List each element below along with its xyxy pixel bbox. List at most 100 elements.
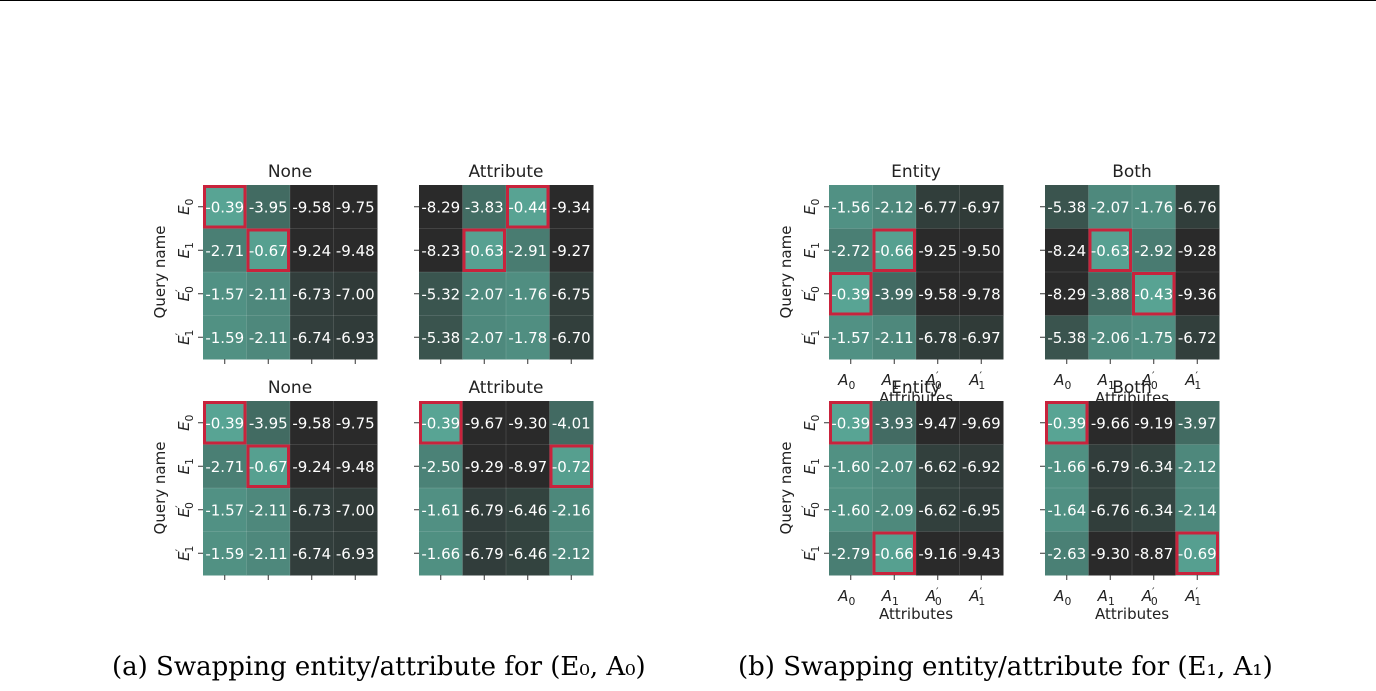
cell-label: -9.69 [962, 414, 1001, 432]
heatmap-cell [1045, 272, 1089, 316]
cell-label: -2.63 [1047, 545, 1086, 563]
heatmap-cell [506, 272, 550, 316]
cell-label: -6.46 [508, 545, 547, 563]
cell-label: -3.95 [249, 198, 288, 216]
y-tick-label: E1 [801, 458, 822, 474]
cell-label: -6.79 [1091, 458, 1130, 476]
cell-label: -6.74 [292, 545, 331, 563]
heatmap-cell [872, 488, 917, 532]
cell-label: -2.07 [465, 329, 504, 347]
cell-label: -0.44 [508, 198, 547, 216]
cell-label: -2.12 [552, 545, 591, 563]
x-tick-label: A′ 0 [1141, 370, 1158, 392]
cell-label: -9.30 [1091, 545, 1130, 563]
cell-label: -9.24 [292, 242, 331, 260]
heatmap-cell [290, 185, 334, 229]
heatmap-panel-a-both: Both-5.38 -2.07 -1.76 -6.76-8.24 -0.63 -2.92-… [1040, 162, 1220, 407]
heatmap-cell [959, 531, 1004, 576]
x-tick-label: A′ 0 [1141, 586, 1158, 608]
heatmap-cell [1175, 444, 1220, 489]
heatmap-cell [829, 228, 873, 273]
cell-label: -6.93 [336, 545, 375, 563]
cell-label: -6.79 [465, 545, 504, 563]
cell-label: -9.47 [918, 414, 957, 432]
cell-label: -5.38 [421, 329, 460, 347]
cell-label: -9.48 [336, 242, 375, 260]
heatmap-cell [549, 401, 594, 445]
heatmap-cell [419, 531, 463, 576]
highlight-box [203, 401, 247, 445]
heatmap-cell [1045, 401, 1089, 445]
highlight-box [203, 185, 247, 229]
highlight-box [1045, 401, 1089, 445]
heatmap-cell [506, 228, 550, 273]
cell-label: -6.46 [508, 501, 547, 519]
heatmap-cell [290, 531, 334, 576]
heatmap-cell [829, 444, 873, 489]
heatmap-cell [1132, 401, 1176, 445]
heatmap-cell [290, 228, 334, 273]
heatmap-cell [829, 488, 873, 532]
panel-title: Attribute [468, 378, 543, 398]
heatmap-cell [333, 531, 378, 576]
cell-label: -9.29 [465, 458, 504, 476]
heatmap-cell [203, 444, 247, 489]
cell-label: -6.75 [552, 285, 591, 303]
cell-label: -0.39 [831, 285, 870, 303]
cell-label: -0.63 [1091, 242, 1130, 260]
heatmap-cell [419, 272, 463, 316]
highlight-box [506, 185, 550, 229]
highlight-box [1132, 272, 1176, 316]
heatmap-cell [506, 315, 550, 360]
cell-label: -1.66 [1047, 458, 1086, 476]
cell-label: -1.66 [421, 545, 460, 563]
cell-label: -9.36 [1178, 285, 1217, 303]
y-tick-label: E′1 [174, 546, 196, 561]
y-axis-label: Query name [777, 226, 795, 319]
heatmap-cell [462, 444, 507, 489]
y-tick-label: E1 [801, 242, 822, 258]
heatmap-cell [1088, 401, 1133, 445]
y-tick-label: E′0 [800, 286, 822, 301]
cell-label: -2.79 [831, 545, 870, 563]
heatmap-cell [203, 488, 247, 532]
cell-label: -2.91 [508, 242, 547, 260]
cell-label: -6.62 [918, 458, 957, 476]
heatmap-cell [290, 272, 334, 316]
heatmap-cell [1132, 531, 1176, 576]
cell-label: -9.16 [918, 545, 957, 563]
cell-label: -9.67 [465, 414, 504, 432]
cell-label: -6.95 [962, 501, 1001, 519]
panel-title: Attribute [468, 162, 543, 182]
cell-label: -2.50 [421, 458, 460, 476]
x-tick-label: A1 [1097, 371, 1115, 392]
x-axis-label: Attributes [879, 605, 953, 623]
heatmap-cell [462, 272, 507, 316]
y-axis-label: Query name [151, 226, 169, 319]
cell-label: -1.76 [508, 285, 547, 303]
heatmap-cell [916, 401, 960, 445]
cell-label: -0.67 [249, 242, 288, 260]
cell-label: -7.00 [336, 285, 375, 303]
heatmap-cell [1088, 315, 1133, 360]
heatmap-cell [333, 228, 378, 273]
heatmap-cell [549, 488, 594, 532]
cell-label: -9.75 [336, 198, 375, 216]
heatmap-cell [203, 401, 247, 445]
y-tick-label: E′0 [174, 502, 196, 517]
heatmap-panel-a-entity: Entity -1.56 -2.12 -6.77 -6.97 -2.72 -0.66 -9.2… [777, 162, 1004, 407]
cell-label: -2.71 [205, 458, 244, 476]
cell-label: -0.39 [421, 414, 460, 432]
x-tick-label: A1 [881, 371, 899, 392]
heatmap-cell [1045, 531, 1089, 576]
cell-label: -2.12 [875, 198, 914, 216]
heatmap-cell [506, 401, 550, 445]
cell-label: -6.34 [1134, 501, 1173, 519]
heatmap-cell [1175, 272, 1220, 316]
y-tick-label: E′1 [800, 330, 822, 345]
heatmap-cell [246, 315, 291, 360]
heatmap-panel-b-entity: Entity-0.39 -3.93 -9.47 -9.69-1.60 -2.07 -6.6… [777, 378, 1004, 623]
heatmap-cell [872, 531, 917, 576]
cell-label: -1.57 [831, 329, 870, 347]
cell-label: -3.95 [249, 414, 288, 432]
